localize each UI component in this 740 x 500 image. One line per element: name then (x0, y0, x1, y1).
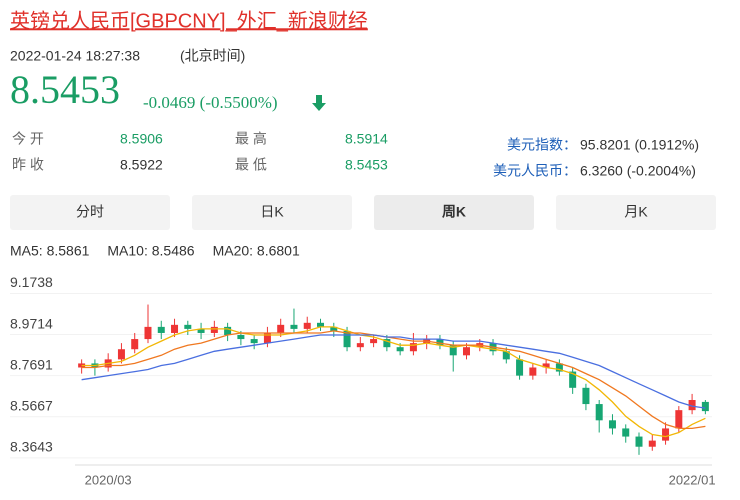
tab[interactable] (556, 195, 716, 230)
y-tick-label: 8.9714 (10, 315, 53, 331)
candle-body (277, 324, 285, 333)
legend-entry: MA10: 8.5486 (107, 243, 194, 259)
index-value: 6.3260 (-0.2004%) (580, 163, 696, 179)
stat-label: 最 低 (235, 157, 267, 173)
candle-body (237, 335, 245, 340)
candle-body (635, 436, 643, 447)
candle-body (224, 326, 232, 335)
candle-body (317, 322, 325, 327)
candle-body (171, 324, 179, 333)
candle-body (608, 420, 616, 429)
datetime: 2022-01-24 18:27:38 (10, 48, 140, 64)
stat-label: 最 高 (235, 131, 267, 147)
candle-body (662, 428, 670, 441)
candle-body (462, 347, 470, 356)
legend-entry: MA5: 8.5861 (10, 243, 90, 259)
candle-body (263, 332, 271, 344)
candle-body (184, 324, 192, 329)
candle-body (595, 404, 603, 421)
candle-body (303, 322, 311, 329)
x-tick-label: 2022/01 (669, 472, 716, 487)
candle-body (383, 339, 391, 348)
candle-body (582, 387, 590, 405)
candle-body (622, 428, 630, 437)
candle-body (330, 326, 338, 331)
candle-body (409, 343, 417, 352)
y-tick-label: 8.5667 (10, 397, 53, 413)
stat-label: 昨 收 (12, 157, 44, 173)
candle-body (648, 440, 656, 447)
candle-body (675, 410, 683, 429)
ma-line (81, 334, 706, 409)
y-tick-label: 8.3643 (10, 439, 53, 455)
candle-body (343, 330, 351, 348)
index-label[interactable]: 美元人民币： (493, 163, 577, 179)
index-value: 95.8201 (0.1912%) (580, 137, 699, 153)
price: 8.5453 (10, 67, 120, 112)
tab-label[interactable]: 日K (260, 204, 284, 220)
tab[interactable] (374, 195, 534, 230)
ma-line (81, 330, 706, 430)
tab-label[interactable]: 周K (442, 204, 466, 220)
candle-body (502, 351, 510, 360)
stat-label: 今 开 (12, 131, 44, 147)
candle-body (131, 339, 139, 350)
x-tick-label: 2020/03 (85, 472, 132, 487)
candle-body (117, 349, 125, 360)
candle-body (144, 326, 152, 340)
candle-body (436, 339, 444, 346)
stat-value: 8.5922 (120, 157, 163, 173)
tab-label[interactable]: 月K (624, 204, 648, 220)
legend-entry: MA20: 8.6801 (213, 243, 300, 259)
candle-body (210, 326, 218, 333)
index-label[interactable]: 美元指数： (507, 137, 577, 153)
tab[interactable] (10, 195, 170, 230)
candle-body (449, 345, 457, 356)
candle-body (569, 371, 577, 388)
candle-body (250, 339, 258, 344)
stat-value: 8.5906 (120, 131, 163, 147)
tab-label[interactable]: 分时 (76, 204, 104, 220)
candle-body (542, 363, 550, 368)
candle-body (701, 401, 709, 412)
change: -0.0469 (-0.5500%) (143, 93, 278, 112)
timezone: (北京时间) (180, 48, 245, 64)
candle-body (197, 328, 205, 333)
candle-body (157, 326, 165, 333)
candle-body (290, 324, 298, 329)
stat-value: 8.5914 (345, 131, 388, 147)
ma-line (81, 326, 706, 438)
page-title[interactable]: 英镑兑人民币[GBPCNY]_外汇_新浪财经 (10, 9, 368, 32)
candle-body (396, 347, 404, 352)
candle-body (516, 359, 524, 376)
candle-body (370, 339, 378, 344)
candle-body (688, 400, 696, 411)
candle-body (529, 367, 537, 376)
y-tick-label: 9.1738 (10, 274, 53, 290)
down-arrow (312, 95, 326, 111)
tab[interactable] (192, 195, 352, 230)
candle-body (555, 363, 563, 372)
stat-value: 8.5453 (345, 157, 388, 173)
y-tick-label: 8.7691 (10, 356, 53, 372)
candle-body (356, 343, 364, 348)
